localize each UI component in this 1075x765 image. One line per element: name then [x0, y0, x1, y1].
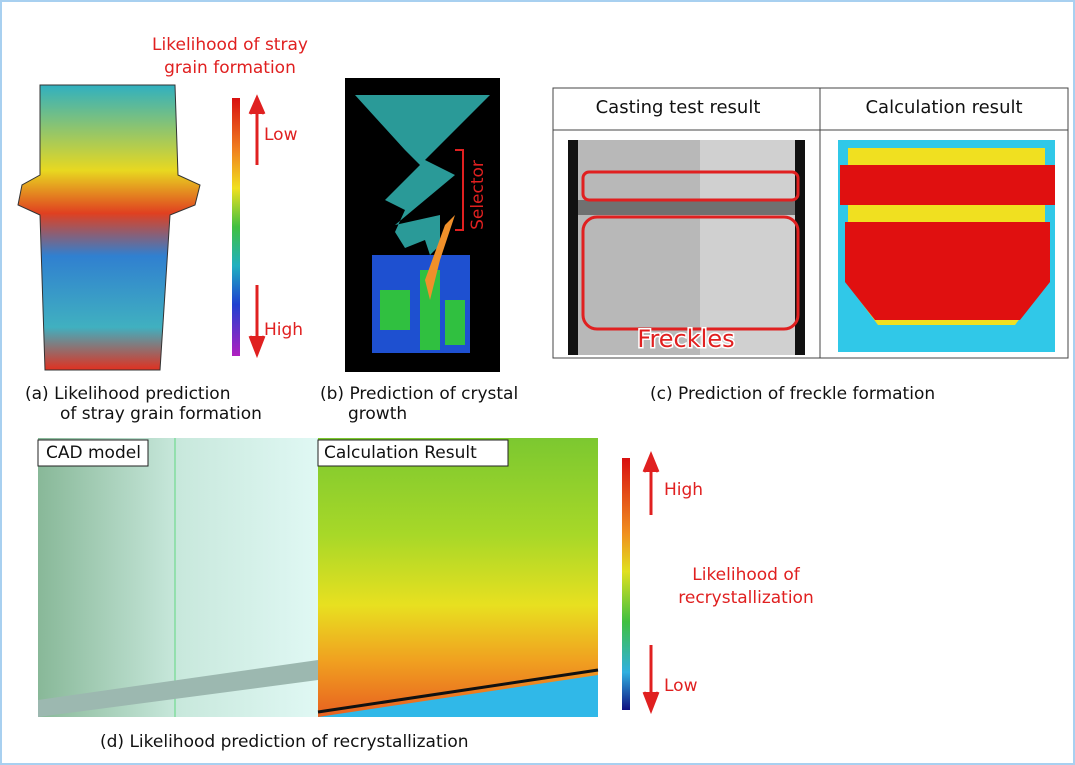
selector-label: Selector — [468, 160, 488, 230]
high-label: High — [264, 320, 303, 340]
legend-label: recrystallization — [678, 588, 814, 608]
caption: (c) Prediction of freckle formation — [650, 384, 935, 404]
colorbar — [622, 458, 630, 710]
legend-label: Likelihood of — [692, 565, 801, 585]
heading: Likelihood of stray — [152, 35, 308, 55]
caption: (a) Likelihood prediction — [25, 384, 231, 404]
tab-label: Calculation Result — [324, 443, 477, 463]
arrow-down — [644, 645, 658, 710]
caption: of stray grain formation — [60, 404, 262, 424]
arrow-up — [644, 455, 658, 515]
arrow-down — [250, 285, 264, 354]
arrow-up — [250, 98, 264, 165]
column-header: Calculation result — [865, 97, 1022, 118]
low-label: Low — [264, 125, 298, 145]
figure: Likelihood of stray grain formation Low … — [0, 0, 1075, 765]
caption: (b) Prediction of crystal — [320, 384, 518, 404]
blade-image — [18, 85, 200, 370]
high-label: High — [664, 480, 703, 500]
page: Likelihood of stray grain formation Low … — [0, 0, 1075, 765]
heading: grain formation — [164, 58, 296, 78]
column-header: Casting test result — [596, 97, 761, 118]
low-label: Low — [664, 676, 698, 696]
freckles-label: Freckles — [637, 325, 734, 353]
tab-label: CAD model — [46, 443, 141, 463]
colorbar — [232, 98, 240, 356]
caption: (d) Likelihood prediction of recrystalli… — [100, 732, 469, 752]
caption: growth — [348, 404, 407, 424]
